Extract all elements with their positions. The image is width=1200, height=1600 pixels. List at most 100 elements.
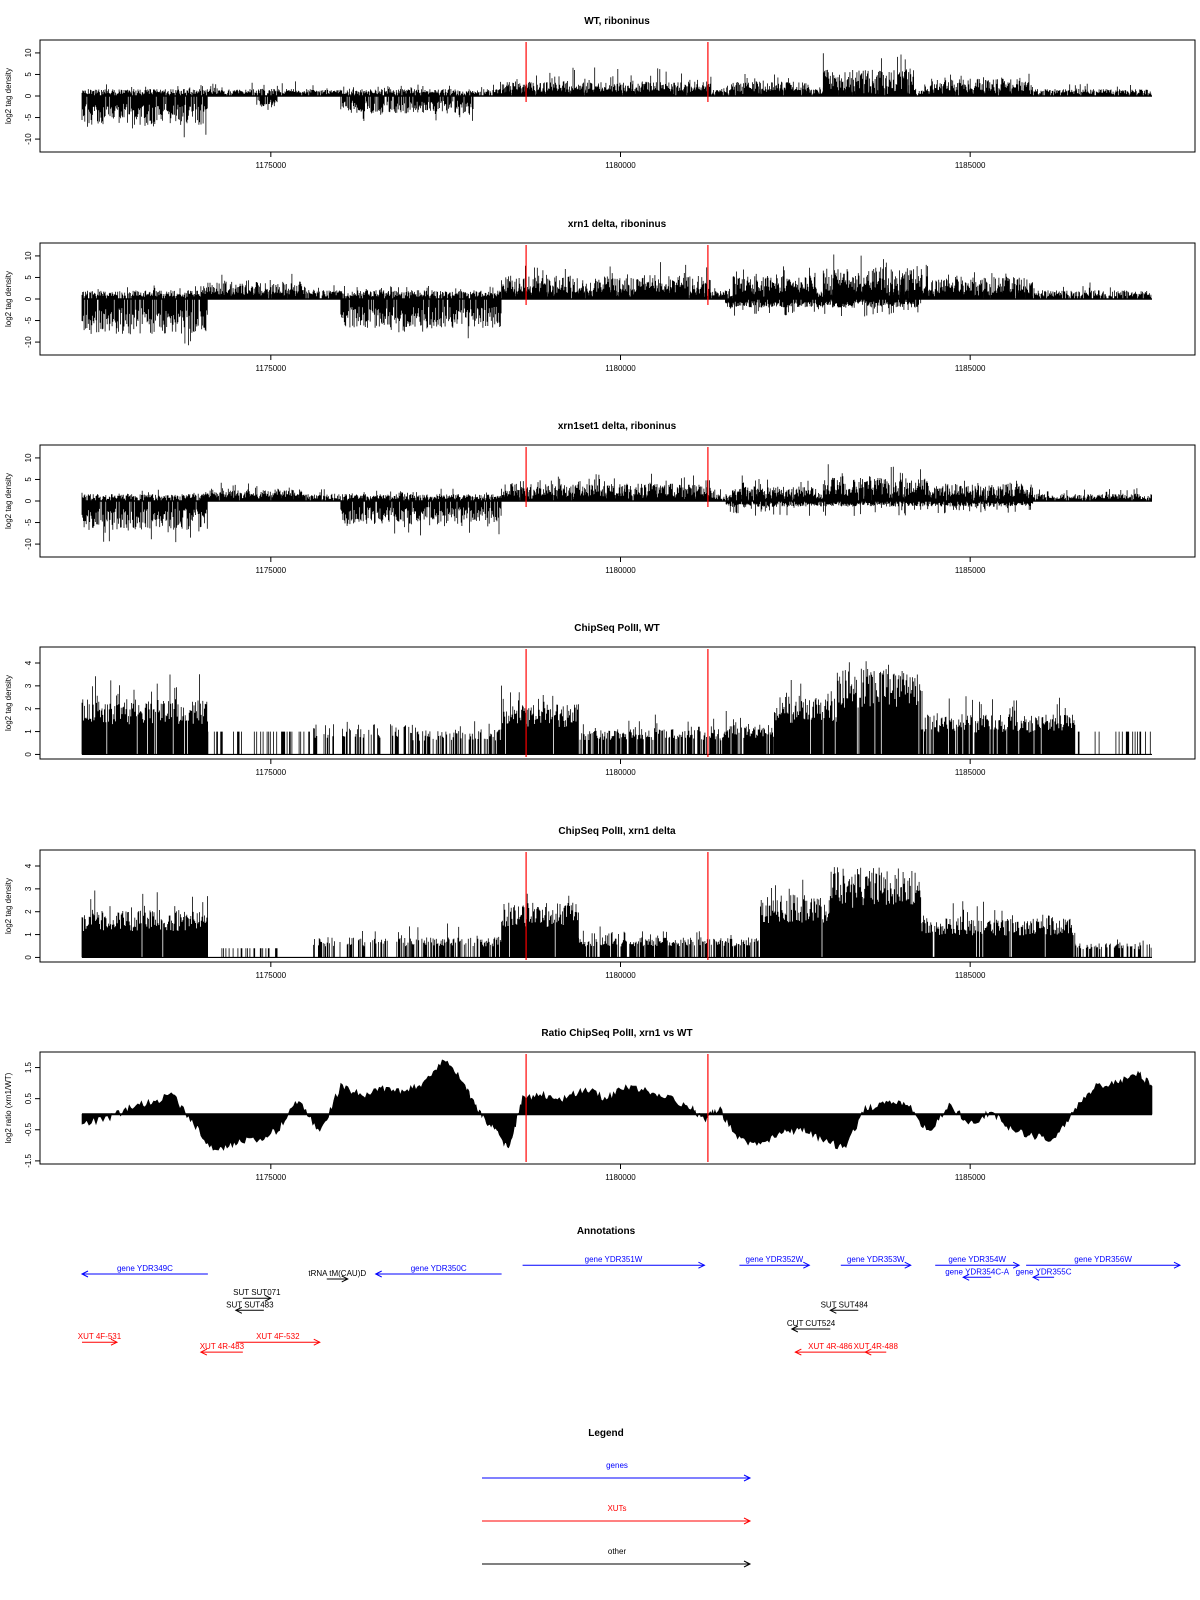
feature-arrow-head	[794, 1348, 802, 1356]
feature-arrow-head	[803, 1261, 811, 1269]
density-bar-segment	[411, 721, 502, 755]
legend-arrow-head	[743, 1517, 752, 1525]
plot-frame	[39, 646, 1196, 760]
density-bar-segment	[200, 273, 306, 299]
y-tick-label: 4	[24, 660, 33, 665]
y-tick-label: 0	[24, 955, 33, 960]
density-bar-segment	[501, 262, 712, 299]
density-bar-segment	[81, 674, 208, 755]
feature-arrow-head	[110, 1338, 119, 1346]
feature-arrow-head	[199, 1348, 208, 1356]
chart-panel: xrn1 delta, riboninus log2 tag density -10…	[4, 219, 1196, 373]
density-bar-segment	[313, 721, 411, 755]
annotation-feature: SUT SUT484	[821, 1300, 869, 1314]
y-tick-label: -0.5	[24, 1122, 33, 1136]
x-tick-label: 1185000	[955, 161, 986, 170]
chart-title: WT, riboninus	[584, 16, 650, 27]
density-bar-segment	[501, 67, 712, 96]
chart-title: xrn1set1 delta, riboninus	[558, 421, 677, 432]
density-bar-segment	[927, 480, 1033, 501]
density-bar-segment	[221, 948, 278, 958]
y-tick-label: 1	[24, 932, 33, 937]
feature-arrow-head	[1012, 1261, 1021, 1269]
feature-label: gene YDR349C	[117, 1264, 173, 1273]
x-tick-label: 1175000	[256, 768, 287, 777]
legend-label: XUTs	[607, 1504, 626, 1513]
feature-label: gene YDR355C	[1016, 1267, 1072, 1276]
chart-title: ChipSeq PolII, WT	[574, 623, 660, 634]
annotation-feature: XUT 4R-486	[794, 1342, 866, 1356]
density-bar-segment	[256, 96, 278, 110]
y-tick-label: -1.5	[24, 1153, 33, 1167]
y-tick-label: 0	[24, 498, 33, 503]
density-bar-segment	[829, 867, 922, 958]
density-bar-segment	[927, 73, 1033, 96]
density-bar-segment	[81, 299, 208, 346]
feature-arrow-head	[829, 1306, 837, 1314]
annotation-feature: gene YDR354C-A	[945, 1267, 1010, 1281]
y-tick-label: 4	[24, 863, 33, 868]
x-tick-label: 1180000	[605, 566, 636, 575]
feature-arrow-head	[80, 1270, 89, 1278]
data-series	[81, 867, 1152, 959]
density-bar-segment	[725, 299, 922, 317]
x-tick-label: 1185000	[955, 1173, 986, 1182]
annotation-feature: SUT SUT483	[226, 1300, 274, 1314]
density-bar-segment	[774, 680, 838, 755]
legend: Legend genes XUTs other	[482, 1428, 752, 1568]
density-bar-segment	[579, 714, 726, 755]
density-bar-segment	[732, 475, 817, 501]
annotations-track: Annotations gene YDR349C gene YDR350C tRNA…	[78, 1226, 1182, 1356]
density-bar-segment	[81, 890, 208, 958]
legend-label: genes	[606, 1461, 628, 1470]
y-tick-label: -5	[24, 518, 33, 526]
feature-label: gene YDR353W	[847, 1255, 905, 1264]
annotation-feature: gene YDR354W	[935, 1255, 1021, 1269]
data-series	[81, 53, 1152, 138]
x-tick-label: 1185000	[955, 566, 986, 575]
chart-title: Ratio ChipSeq PolII, xrn1 vs WT	[541, 1028, 692, 1039]
feature-label: XUT 4F-531	[78, 1332, 122, 1341]
annotation-feature: XUT 4R-488	[854, 1342, 899, 1356]
x-tick-label: 1185000	[955, 971, 986, 980]
x-tick-label: 1175000	[256, 566, 287, 575]
density-bar-segment	[1074, 939, 1152, 958]
feature-label: XUT 4R-488	[854, 1342, 899, 1351]
density-bar-segment	[760, 879, 831, 958]
x-tick-label: 1180000	[605, 768, 636, 777]
data-series	[81, 254, 1152, 346]
y-tick-label: 1	[24, 729, 33, 734]
density-bar-segment	[920, 691, 1076, 755]
density-bar-segment	[340, 96, 474, 121]
y-tick-label: -10	[24, 133, 33, 145]
plot-frame	[39, 849, 1196, 963]
annotation-feature: XUT 4F-532	[235, 1332, 321, 1346]
legend-items: genes XUTs other	[482, 1461, 752, 1568]
x-tick-label: 1175000	[256, 971, 287, 980]
density-bar-segment	[822, 254, 928, 299]
density-bar-segment	[207, 731, 310, 755]
annotation-feature: XUT 4F-531	[78, 1332, 122, 1346]
data-series	[81, 1059, 1153, 1151]
legend-arrow-head	[743, 1474, 752, 1482]
y-tick-label: 0.5	[24, 1093, 33, 1105]
y-tick-label: 5	[24, 275, 33, 280]
annotation-feature: CUT CUT524	[787, 1319, 836, 1333]
feature-arrow-head	[962, 1273, 970, 1281]
y-axis-label: log2 tag density	[4, 68, 13, 124]
plot-frame	[39, 1051, 1196, 1165]
chart-panel: Ratio ChipSeq PolII, xrn1 vs WT log2 rati…	[4, 1028, 1196, 1182]
x-tick-label: 1180000	[605, 364, 636, 373]
density-bar-segment	[732, 74, 810, 96]
y-tick-label: -10	[24, 538, 33, 550]
y-tick-label: 1.5	[24, 1061, 33, 1073]
density-bar-segment	[732, 266, 817, 299]
feature-label: XUT 4R-486	[808, 1342, 853, 1351]
chart-title: ChipSeq PolII, xrn1 delta	[558, 826, 676, 837]
y-tick-label: 10	[24, 48, 33, 57]
y-tick-label: -5	[24, 113, 33, 121]
annotations-title: Annotations	[577, 1226, 636, 1237]
density-bar-segment	[81, 96, 208, 138]
density-bar-segment	[822, 464, 928, 501]
y-tick-label: -5	[24, 316, 33, 324]
